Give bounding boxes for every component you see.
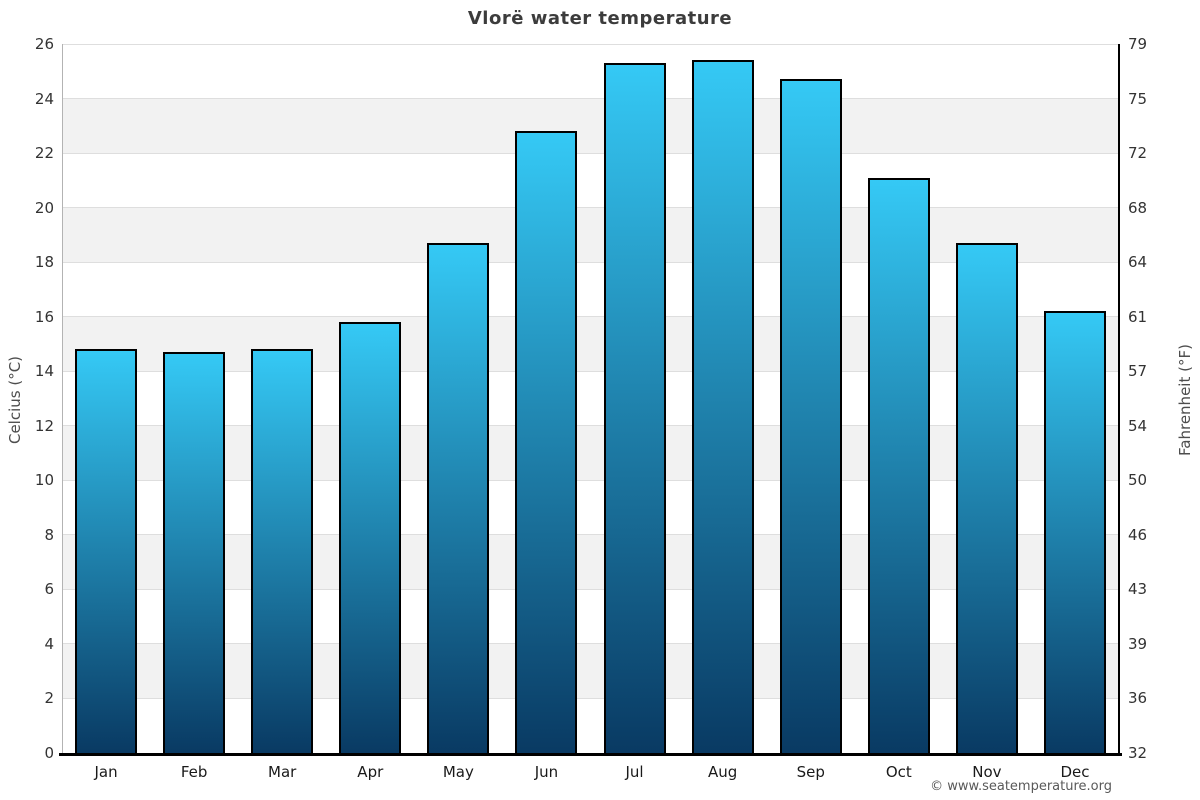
- bar-dec: [1043, 311, 1106, 753]
- bar-sep: [779, 79, 842, 753]
- x-tick-label-jun: Jun: [534, 763, 559, 781]
- gridline: [62, 479, 1119, 481]
- y-tick-label-fahrenheit: 79: [1128, 35, 1148, 53]
- bar-mar: [251, 349, 314, 753]
- y-tick-label-fahrenheit: 39: [1128, 634, 1148, 653]
- y-axis-title-celsius: Celcius (°C): [6, 355, 24, 445]
- plot-band: [62, 643, 1119, 699]
- y-tick-label-celsius: 16: [34, 307, 54, 326]
- gridline: [62, 207, 1119, 209]
- y-tick-label-fahrenheit: 32: [1128, 744, 1148, 762]
- x-tick-label-jan: Jan: [94, 763, 118, 781]
- gridline: [62, 697, 1119, 699]
- bar-nov: [955, 243, 1018, 753]
- y-tick-label-fahrenheit: 72: [1128, 144, 1148, 163]
- plot-band: [62, 534, 1119, 590]
- gridline: [62, 643, 1119, 645]
- y-tick-label-fahrenheit: 68: [1128, 198, 1148, 217]
- y-tick-label-celsius: 6: [44, 580, 54, 599]
- gridline: [62, 261, 1119, 263]
- x-tick-label-dec: Dec: [1060, 763, 1090, 781]
- y-tick-label-fahrenheit: 36: [1128, 689, 1148, 708]
- bar-jun: [515, 131, 578, 753]
- y-tick-label-celsius: 20: [34, 198, 54, 217]
- y-axis-line-right: [1118, 44, 1120, 753]
- x-axis-line: [59, 753, 1122, 756]
- plot-band: [62, 98, 1119, 154]
- copyright-credit: © www.seatemperature.org: [930, 779, 1112, 794]
- gridline: [62, 152, 1119, 154]
- x-tick-label-jul: Jul: [625, 763, 644, 781]
- y-tick-label-fahrenheit: 75: [1128, 89, 1148, 108]
- y-tick-label-celsius: 26: [34, 35, 54, 53]
- x-tick-label-feb: Feb: [180, 763, 208, 781]
- bar-aug: [691, 60, 754, 753]
- x-tick-label-mar: Mar: [268, 763, 297, 781]
- gridline: [62, 588, 1119, 590]
- bar-oct: [867, 177, 930, 753]
- y-tick-label-celsius: 4: [44, 634, 54, 653]
- x-tick-label-apr: Apr: [357, 763, 384, 781]
- bar-feb: [163, 352, 226, 753]
- y-tick-label-celsius: 2: [44, 689, 54, 708]
- y-tick-label-fahrenheit: 57: [1128, 362, 1148, 381]
- y-tick-label-fahrenheit: 54: [1128, 416, 1148, 435]
- y-tick-label-celsius: 14: [34, 362, 54, 381]
- y-tick-label-celsius: 24: [34, 89, 54, 108]
- x-tick-label-aug: Aug: [707, 763, 738, 781]
- plot-band: [62, 207, 1119, 263]
- bar-jan: [75, 349, 138, 753]
- y-tick-label-fahrenheit: 50: [1128, 471, 1148, 490]
- bar-jul: [603, 63, 666, 753]
- x-tick-label-sep: Sep: [796, 763, 825, 781]
- bar-apr: [339, 322, 402, 753]
- x-tick-label-may: May: [442, 763, 474, 781]
- y-tick-label-celsius: 0: [44, 744, 54, 762]
- y-tick-label-celsius: 18: [34, 253, 54, 272]
- x-tick-label-nov: Nov: [972, 763, 1002, 781]
- y-axis-line-left: [62, 44, 63, 753]
- y-axis-title-fahrenheit: Fahrenheit (°F): [1176, 344, 1194, 456]
- y-tick-label-celsius: 22: [34, 144, 54, 163]
- gridline: [62, 370, 1119, 372]
- gridline: [62, 534, 1119, 536]
- y-tick-label-fahrenheit: 43: [1128, 580, 1148, 599]
- chart-title: Vlorë water temperature: [467, 8, 733, 29]
- y-tick-label-fahrenheit: 64: [1128, 253, 1148, 272]
- gridline: [62, 98, 1119, 100]
- y-tick-label-celsius: 10: [34, 471, 54, 490]
- gridline: [62, 43, 1119, 45]
- y-tick-label-celsius: 8: [44, 525, 54, 544]
- y-tick-label-celsius: 12: [34, 416, 54, 435]
- plot-band: [62, 316, 1119, 372]
- bar-may: [427, 243, 490, 753]
- y-tick-label-fahrenheit: 46: [1128, 525, 1148, 544]
- plot-band: [62, 425, 1119, 481]
- x-tick-label-oct: Oct: [885, 763, 912, 781]
- y-tick-label-fahrenheit: 61: [1128, 307, 1148, 326]
- gridline: [62, 316, 1119, 318]
- gridline: [62, 425, 1119, 427]
